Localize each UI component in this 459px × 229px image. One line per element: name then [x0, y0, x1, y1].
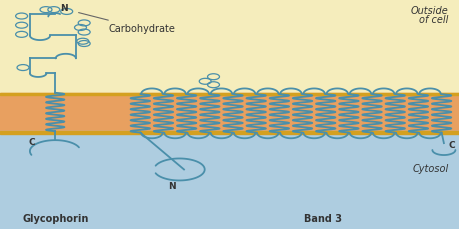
Text: Cytosol: Cytosol: [411, 164, 448, 174]
Bar: [0, 131, 459, 229]
Bar: [0, 131, 459, 134]
Bar: [0, 93, 459, 134]
Text: Band 3: Band 3: [303, 214, 341, 224]
Text: Carbohydrate: Carbohydrate: [78, 13, 174, 34]
Text: N: N: [60, 4, 67, 13]
Text: C: C: [28, 138, 35, 147]
Bar: [0, 0, 459, 93]
Text: of cell: of cell: [418, 15, 448, 25]
Bar: [0, 93, 459, 95]
Text: C: C: [448, 141, 454, 150]
Text: N: N: [168, 182, 175, 191]
Text: Glycophorin: Glycophorin: [22, 214, 88, 224]
Text: Outside: Outside: [410, 6, 448, 16]
